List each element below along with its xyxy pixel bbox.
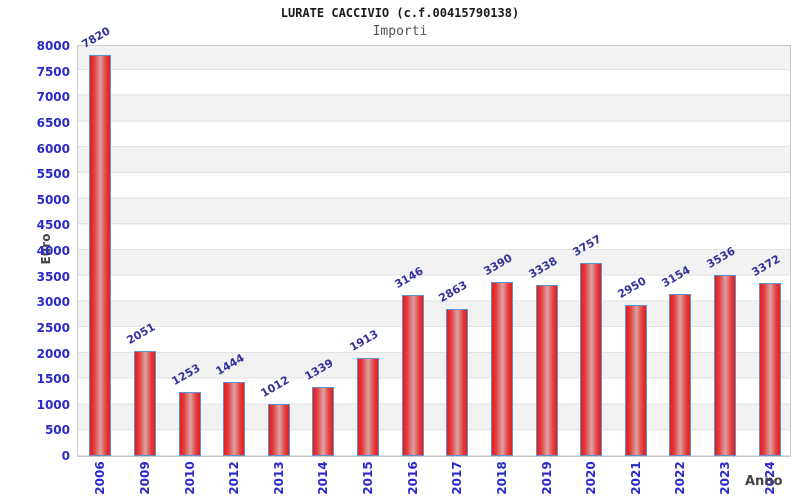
y-tick-label: 1000 bbox=[36, 397, 70, 412]
y-tick-label: 3500 bbox=[36, 269, 70, 284]
bar bbox=[267, 404, 290, 456]
x-tick-label: 2012 bbox=[227, 461, 242, 495]
bar bbox=[714, 275, 737, 456]
y-tick-label: 2000 bbox=[36, 346, 70, 361]
value-label: 1012 bbox=[258, 373, 292, 400]
y-tick-label: 7500 bbox=[36, 64, 70, 79]
value-label: 2863 bbox=[436, 278, 470, 305]
value-label: 1913 bbox=[347, 327, 381, 354]
value-label: 2051 bbox=[124, 320, 158, 347]
y-tick-label: 6000 bbox=[36, 141, 70, 156]
x-tick-label: 2010 bbox=[182, 461, 197, 495]
y-tick-label: 5000 bbox=[36, 192, 70, 207]
value-label: 3154 bbox=[659, 263, 693, 290]
y-tick-label: 7000 bbox=[36, 90, 70, 105]
bar bbox=[223, 382, 246, 456]
y-tick-label: 6500 bbox=[36, 115, 70, 130]
value-label: 3146 bbox=[392, 264, 426, 291]
x-tick-label: 2018 bbox=[494, 461, 509, 495]
value-label: 3757 bbox=[570, 232, 604, 259]
x-tick-label: 2014 bbox=[316, 461, 331, 495]
bar bbox=[401, 295, 424, 456]
bar bbox=[535, 285, 558, 456]
bar bbox=[89, 55, 112, 456]
plot-area: 7820 2051 1253 1444 1012 1339 1913 3146 2863 3390… bbox=[77, 24, 791, 457]
x-tick-label: 2023 bbox=[718, 461, 733, 495]
x-tick-label: 2009 bbox=[137, 461, 152, 495]
y-tick-label: 0 bbox=[61, 449, 70, 463]
value-label: 1444 bbox=[213, 351, 247, 378]
y-tick-label: 500 bbox=[44, 423, 70, 438]
bar bbox=[758, 283, 781, 456]
y-tick-label: 2500 bbox=[36, 320, 70, 335]
x-tick-label: 2013 bbox=[271, 461, 286, 495]
value-label: 2950 bbox=[615, 274, 649, 301]
x-axis-title: Anno bbox=[745, 474, 783, 489]
y-tick-label: 5500 bbox=[36, 167, 70, 182]
bar bbox=[446, 309, 469, 456]
value-label: 1253 bbox=[169, 361, 203, 388]
value-label: 1339 bbox=[302, 356, 336, 383]
x-tick-label: 2015 bbox=[361, 461, 376, 495]
x-tick-label: 2006 bbox=[93, 461, 108, 495]
x-tick-label: 2016 bbox=[405, 461, 420, 495]
y-tick-label: 1500 bbox=[36, 372, 70, 387]
value-label: 3390 bbox=[481, 251, 515, 278]
bar bbox=[357, 358, 380, 456]
value-label: 3372 bbox=[749, 252, 783, 279]
bar bbox=[580, 263, 603, 456]
y-tick-label: 4500 bbox=[36, 218, 70, 233]
value-label: 3536 bbox=[704, 244, 738, 271]
chart-subtitle: Importi bbox=[372, 24, 428, 39]
bar bbox=[669, 294, 692, 456]
bar bbox=[312, 387, 335, 456]
x-tick-label: 2022 bbox=[673, 461, 688, 495]
x-tick-label: 2019 bbox=[539, 461, 554, 495]
x-tick-label: 2020 bbox=[584, 461, 599, 495]
bar bbox=[624, 305, 647, 456]
y-tick-label: 4000 bbox=[36, 244, 70, 258]
y-tick-label: 3000 bbox=[36, 295, 70, 310]
value-label: 3338 bbox=[526, 254, 560, 281]
x-tick-label: 2017 bbox=[450, 461, 465, 495]
x-tick-label: 2021 bbox=[628, 461, 643, 495]
bar bbox=[178, 392, 201, 456]
bar bbox=[490, 282, 513, 456]
chart-title: LURATE CACCIVIO (c.f.00415790138) bbox=[280, 6, 520, 20]
bar bbox=[133, 351, 156, 456]
y-tick-label: 8000 bbox=[36, 39, 70, 53]
